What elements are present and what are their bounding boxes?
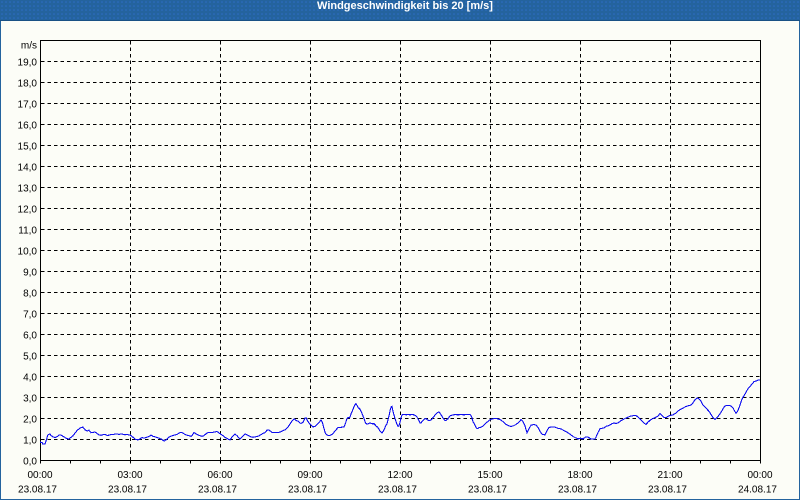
svg-text:23.08.17: 23.08.17 bbox=[468, 485, 507, 496]
svg-text:23.08.17: 23.08.17 bbox=[648, 485, 687, 496]
svg-text:10,0: 10,0 bbox=[18, 247, 38, 258]
svg-text:16,0: 16,0 bbox=[18, 121, 38, 132]
svg-text:15,0: 15,0 bbox=[18, 142, 38, 153]
svg-text:4,0: 4,0 bbox=[23, 373, 37, 384]
svg-text:00:00: 00:00 bbox=[27, 470, 52, 481]
svg-text:23.08.17: 23.08.17 bbox=[108, 485, 147, 496]
svg-text:09:00: 09:00 bbox=[297, 470, 322, 481]
svg-text:1,0: 1,0 bbox=[23, 436, 37, 447]
svg-text:21:00: 21:00 bbox=[657, 470, 682, 481]
svg-text:17,0: 17,0 bbox=[18, 100, 38, 111]
svg-text:5,0: 5,0 bbox=[23, 352, 37, 363]
svg-text:11,0: 11,0 bbox=[18, 226, 37, 237]
svg-text:23.08.17: 23.08.17 bbox=[18, 485, 57, 496]
svg-text:03:00: 03:00 bbox=[117, 470, 142, 481]
svg-text:06:00: 06:00 bbox=[207, 470, 232, 481]
svg-text:19,0: 19,0 bbox=[18, 58, 38, 69]
svg-text:8,0: 8,0 bbox=[23, 289, 37, 300]
svg-text:23.08.17: 23.08.17 bbox=[288, 485, 327, 496]
svg-text:7,0: 7,0 bbox=[23, 310, 37, 321]
svg-text:23.08.17: 23.08.17 bbox=[378, 485, 417, 496]
svg-text:13,0: 13,0 bbox=[18, 184, 38, 195]
svg-text:23.08.17: 23.08.17 bbox=[558, 485, 597, 496]
svg-text:12,0: 12,0 bbox=[18, 205, 38, 216]
svg-text:18:00: 18:00 bbox=[567, 470, 592, 481]
svg-text:24.08.17: 24.08.17 bbox=[738, 485, 777, 496]
svg-text:14,0: 14,0 bbox=[18, 163, 38, 174]
svg-text:3,0: 3,0 bbox=[23, 394, 37, 405]
svg-text:m/s: m/s bbox=[21, 41, 37, 52]
svg-text:12:00: 12:00 bbox=[387, 470, 412, 481]
svg-text:00:00: 00:00 bbox=[747, 470, 772, 481]
svg-text:18,0: 18,0 bbox=[18, 79, 38, 90]
svg-text:9,0: 9,0 bbox=[23, 268, 37, 279]
svg-text:0,0: 0,0 bbox=[23, 457, 37, 468]
svg-text:6,0: 6,0 bbox=[23, 331, 37, 342]
svg-text:23.08.17: 23.08.17 bbox=[198, 485, 237, 496]
svg-text:2,0: 2,0 bbox=[23, 415, 37, 426]
svg-text:15:00: 15:00 bbox=[477, 470, 502, 481]
